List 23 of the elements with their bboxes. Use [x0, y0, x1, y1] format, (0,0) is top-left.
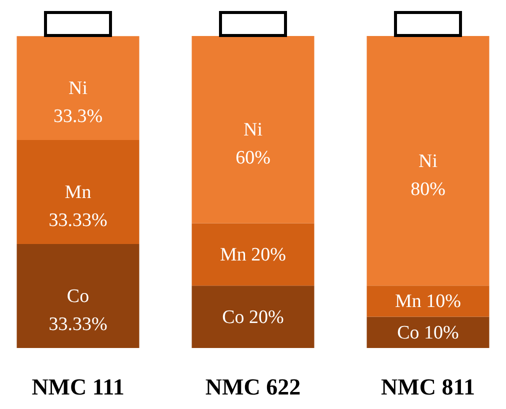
- data-label: 60%: [236, 148, 271, 169]
- series-label: Mn: [64, 182, 92, 204]
- bar: [16, 244, 140, 348]
- text: Ni: [418, 150, 438, 172]
- x-tick-label: NMC 111: [32, 374, 124, 400]
- data-label: 80%: [410, 178, 446, 200]
- data-label: 33.3%: [53, 106, 103, 128]
- series-label: Co: [66, 286, 90, 308]
- x-tick-label: NMC 622: [205, 374, 301, 400]
- data-label: 33.33%: [48, 210, 108, 232]
- bar: [192, 223, 314, 286]
- x-tick-label: NMC 811: [381, 374, 475, 400]
- text: Co 10%: [397, 322, 459, 344]
- bar: [192, 286, 314, 348]
- text: Mn 20%: [220, 244, 286, 266]
- text: Mn 10%: [395, 291, 461, 312]
- bar: [366, 316, 490, 348]
- bar: [16, 140, 140, 244]
- bar: [366, 286, 490, 317]
- text: Co 20%: [222, 306, 284, 328]
- data-label: 33.33%: [48, 314, 108, 336]
- text: Ni: [244, 120, 262, 141]
- series-label: Ni: [68, 78, 88, 100]
